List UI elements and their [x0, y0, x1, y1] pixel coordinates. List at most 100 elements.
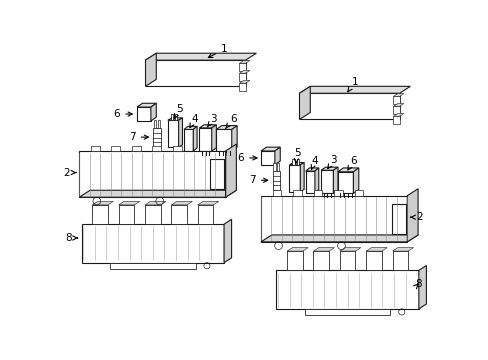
Polygon shape — [366, 248, 386, 251]
Polygon shape — [393, 104, 403, 106]
Polygon shape — [239, 60, 249, 63]
Polygon shape — [92, 205, 108, 224]
Bar — [173, 145, 182, 151]
Bar — [333, 190, 342, 195]
Polygon shape — [145, 53, 256, 60]
Polygon shape — [231, 126, 237, 151]
Polygon shape — [393, 116, 399, 123]
Bar — [175, 114, 177, 120]
Polygon shape — [418, 265, 426, 309]
Text: 2: 2 — [410, 212, 422, 222]
Polygon shape — [286, 251, 302, 270]
Text: 6: 6 — [347, 156, 356, 170]
Polygon shape — [199, 125, 216, 128]
Text: 3: 3 — [207, 114, 216, 127]
Polygon shape — [193, 126, 197, 151]
Polygon shape — [145, 53, 156, 86]
Polygon shape — [224, 219, 231, 263]
Text: 3: 3 — [327, 155, 336, 168]
Polygon shape — [144, 202, 166, 205]
Polygon shape — [151, 103, 156, 121]
Polygon shape — [339, 248, 360, 251]
Polygon shape — [167, 120, 178, 147]
Polygon shape — [300, 163, 304, 192]
Text: 6: 6 — [114, 109, 132, 119]
Polygon shape — [393, 113, 403, 116]
Polygon shape — [289, 165, 300, 192]
Polygon shape — [225, 144, 236, 197]
Polygon shape — [337, 172, 353, 193]
Text: 8: 8 — [413, 279, 421, 289]
Polygon shape — [261, 151, 274, 165]
Polygon shape — [337, 168, 358, 172]
Polygon shape — [211, 125, 216, 151]
Bar — [91, 145, 100, 151]
Polygon shape — [239, 63, 245, 71]
Polygon shape — [313, 248, 334, 251]
Bar — [354, 190, 363, 195]
Text: 8: 8 — [65, 233, 77, 243]
Text: 7: 7 — [129, 132, 148, 142]
Polygon shape — [393, 96, 399, 104]
Polygon shape — [339, 251, 355, 270]
Polygon shape — [216, 126, 237, 130]
Polygon shape — [313, 251, 328, 270]
Polygon shape — [393, 94, 403, 96]
Bar — [110, 263, 195, 269]
Bar — [391, 204, 405, 234]
Bar — [111, 145, 120, 151]
Polygon shape — [145, 60, 245, 86]
Polygon shape — [239, 80, 249, 83]
Text: 1: 1 — [347, 77, 358, 92]
Polygon shape — [392, 248, 413, 251]
Polygon shape — [261, 235, 417, 242]
Polygon shape — [197, 205, 213, 224]
Polygon shape — [119, 205, 134, 224]
Polygon shape — [392, 251, 407, 270]
Bar — [210, 159, 224, 189]
Text: 4: 4 — [190, 114, 198, 127]
Polygon shape — [183, 126, 197, 130]
Bar — [158, 120, 160, 128]
Text: 2: 2 — [63, 167, 76, 177]
Polygon shape — [216, 130, 231, 151]
Bar — [170, 114, 172, 120]
Text: 1: 1 — [208, 44, 227, 58]
Polygon shape — [305, 168, 318, 171]
Polygon shape — [289, 163, 304, 165]
Polygon shape — [299, 86, 409, 93]
Polygon shape — [119, 202, 140, 205]
Polygon shape — [137, 107, 151, 121]
Polygon shape — [286, 248, 307, 251]
Bar — [273, 163, 275, 171]
Polygon shape — [144, 205, 161, 224]
Bar — [152, 145, 161, 151]
Text: 5: 5 — [293, 148, 300, 163]
Polygon shape — [393, 106, 399, 114]
Bar — [292, 159, 294, 165]
Bar — [293, 190, 302, 195]
Text: 7: 7 — [249, 175, 267, 185]
Polygon shape — [137, 103, 156, 107]
Text: 6: 6 — [225, 114, 236, 129]
Polygon shape — [79, 190, 236, 197]
Polygon shape — [171, 205, 186, 224]
Bar — [272, 171, 280, 190]
Polygon shape — [178, 118, 182, 147]
Polygon shape — [81, 224, 224, 263]
Polygon shape — [305, 171, 314, 193]
Text: 4: 4 — [310, 156, 318, 169]
Polygon shape — [407, 189, 417, 242]
Polygon shape — [321, 167, 337, 170]
Polygon shape — [92, 202, 113, 205]
Polygon shape — [239, 73, 245, 81]
Polygon shape — [239, 71, 249, 73]
Polygon shape — [171, 202, 192, 205]
Bar — [132, 145, 141, 151]
Bar — [313, 190, 322, 195]
Bar — [277, 163, 279, 171]
Bar — [305, 309, 389, 315]
Bar — [154, 120, 156, 128]
Polygon shape — [274, 147, 280, 165]
Bar — [272, 190, 281, 195]
